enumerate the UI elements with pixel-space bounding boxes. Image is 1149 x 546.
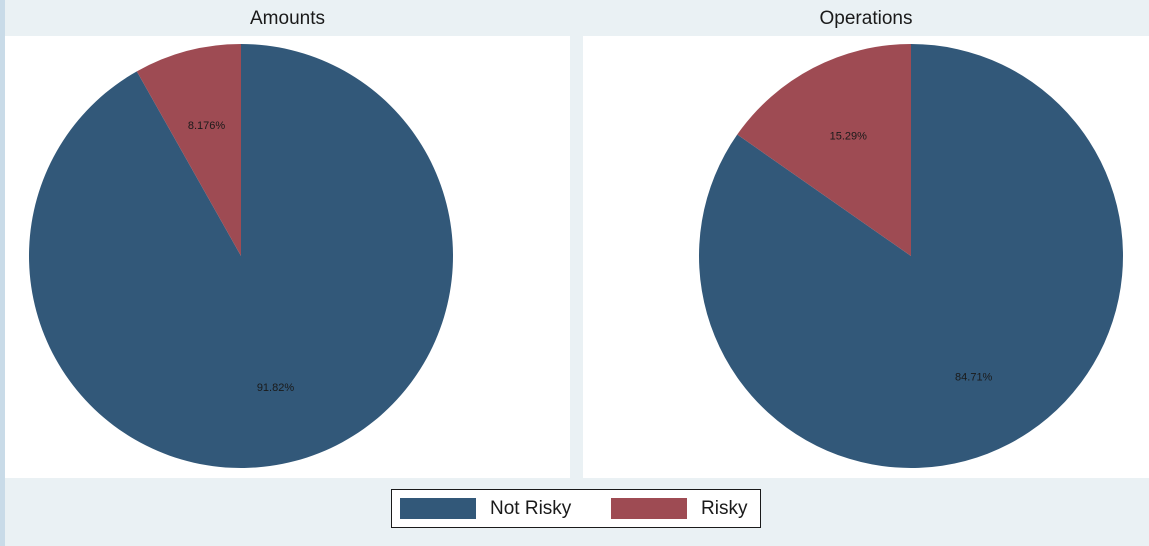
pie-slice-risky — [136, 44, 241, 256]
legend-swatch-risky — [611, 498, 687, 519]
pie-slice-risky — [737, 44, 911, 256]
left-edge-strip — [0, 0, 5, 546]
pie-panel-operations: Operations 15.29% 84.71% — [583, 0, 1149, 478]
legend-item-risky: Risky — [611, 490, 747, 527]
pie-chart-operations: 15.29% 84.71% — [699, 44, 1123, 469]
slice-label-risky: 15.29% — [830, 131, 868, 143]
plot-area-operations: 15.29% 84.71% — [583, 36, 1149, 478]
legend-label-not-risky: Not Risky — [490, 497, 572, 519]
slice-label-risky: 8.176% — [188, 120, 226, 132]
legend-swatch-not-risky — [400, 498, 476, 519]
slice-label-not-risky: 84.71% — [955, 371, 993, 383]
pie-slice-not-risky — [28, 44, 453, 469]
pie-slice-not-risky — [699, 44, 1123, 469]
legend: Not Risky Risky — [391, 489, 761, 528]
plot-area-amounts: 8.176% 91.82% — [5, 36, 570, 478]
legend-label-risky: Risky — [701, 497, 748, 519]
pie-title-operations: Operations — [819, 8, 913, 29]
pie-chart-amounts: 8.176% 91.82% — [28, 44, 453, 469]
slice-label-not-risky: 91.82% — [257, 382, 295, 394]
pie-title-amounts: Amounts — [250, 8, 325, 29]
legend-item-not-risky: Not Risky — [400, 490, 571, 527]
pie-panel-amounts: Amounts 8.176% 91.82% — [5, 0, 570, 478]
